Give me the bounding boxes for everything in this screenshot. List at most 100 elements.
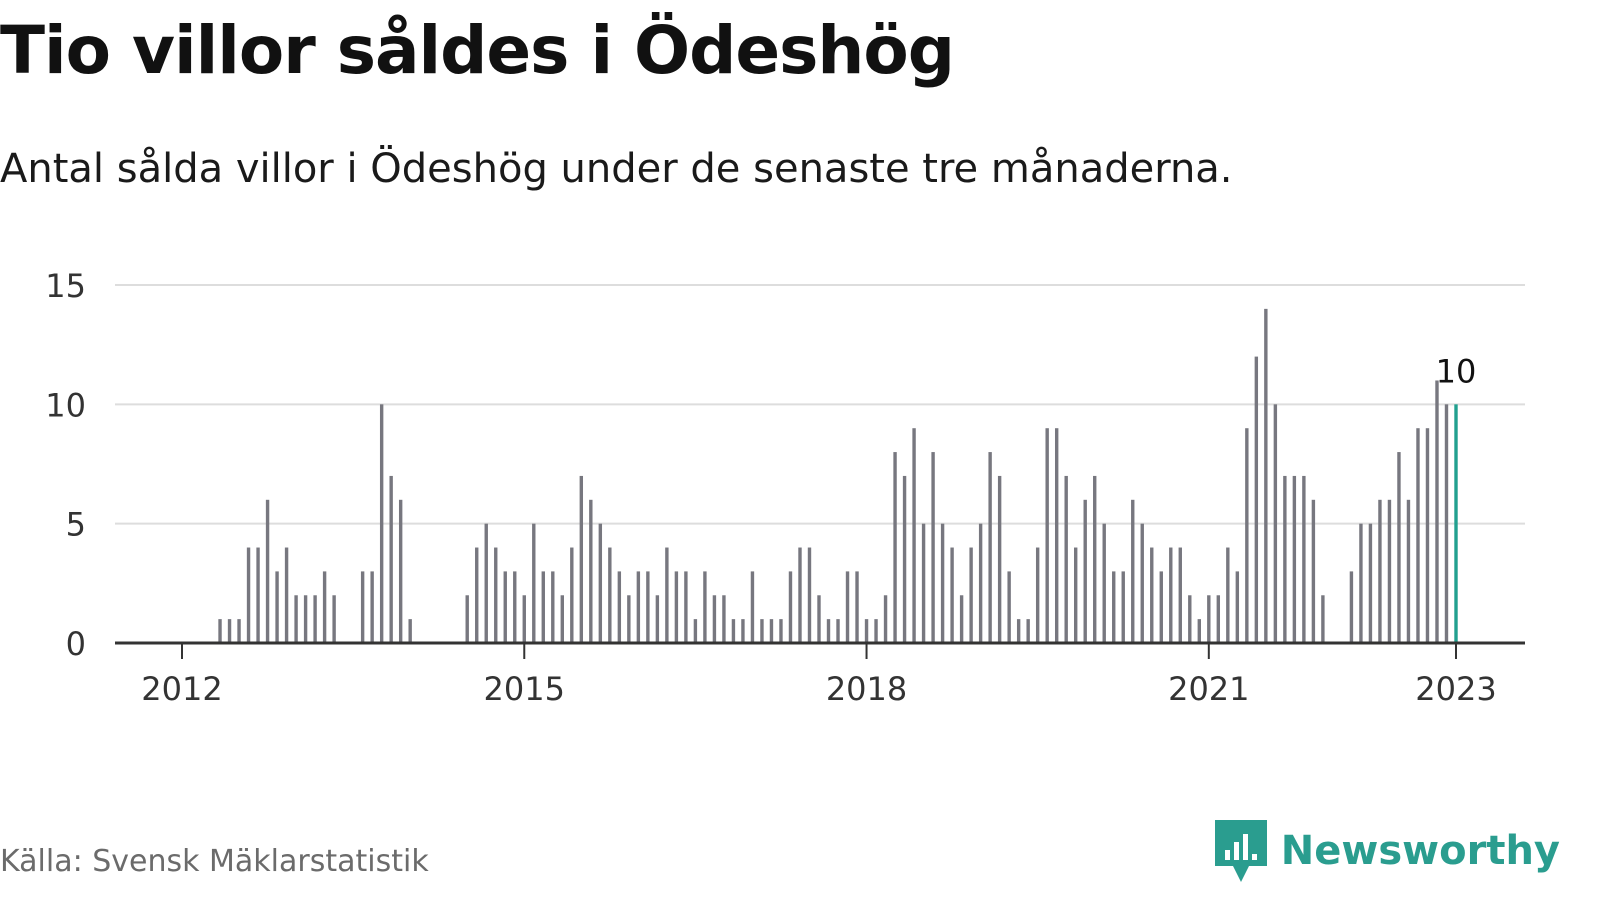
- source-note: Källa: Svensk Mäklarstatistik: [0, 844, 429, 879]
- bar: [475, 547, 479, 643]
- bar: [988, 452, 992, 643]
- bar: [1321, 595, 1325, 643]
- bar: [1216, 595, 1221, 643]
- y-tick-label: 10: [45, 386, 86, 424]
- bar: [760, 619, 764, 643]
- bar: [931, 452, 935, 643]
- bar: [332, 595, 336, 643]
- bar: [1416, 428, 1420, 643]
- bar: [484, 523, 488, 643]
- y-tick-label: 15: [45, 267, 86, 305]
- bar: [864, 619, 869, 643]
- bar: [826, 619, 831, 643]
- bar: [1178, 547, 1182, 643]
- y-tick-label: 5: [66, 506, 86, 544]
- bar: [1054, 428, 1059, 643]
- bar: [503, 571, 507, 643]
- bar: [1207, 595, 1211, 643]
- x-tick-label: 2023: [1415, 670, 1496, 708]
- bar: [978, 523, 983, 643]
- bar: [1406, 499, 1411, 643]
- chart-subtitle: Antal sålda villor i Ödeshög under de se…: [0, 146, 1233, 192]
- bar: [684, 571, 688, 643]
- bar-chart: 0 5 10 15 10 2012 2015 2018 2021 2023: [45, 267, 1525, 708]
- bar: [617, 571, 622, 643]
- bar: [874, 619, 878, 643]
- bar: [655, 595, 660, 643]
- bar: [570, 547, 574, 643]
- bar: [722, 595, 726, 643]
- bar: [1387, 499, 1392, 643]
- bar: [646, 571, 650, 643]
- bar: [1349, 571, 1354, 643]
- bar: [1102, 523, 1106, 643]
- bar: [1273, 404, 1278, 643]
- bar: [1226, 547, 1230, 643]
- bar: [627, 595, 631, 643]
- bar: [1425, 428, 1430, 643]
- bar: [246, 547, 251, 643]
- bar: [1140, 523, 1144, 643]
- bar: [798, 547, 802, 643]
- bar: [1302, 475, 1306, 643]
- bar: [1074, 547, 1078, 643]
- newsworthy-logo-icon: [1214, 820, 1267, 882]
- bar: [1368, 523, 1373, 643]
- bar: [1016, 619, 1021, 643]
- bar: [997, 475, 1002, 643]
- bar: [712, 595, 717, 643]
- bar: [560, 595, 564, 643]
- bar: [921, 523, 926, 643]
- bar: [360, 571, 365, 643]
- bar: [218, 619, 222, 643]
- bar: [1131, 499, 1135, 643]
- bar: [284, 547, 289, 643]
- bar: [1245, 428, 1249, 643]
- bar: [969, 547, 973, 643]
- y-tick-label: 0: [66, 625, 86, 663]
- bar: [532, 523, 536, 643]
- highlighted-bar: [1454, 404, 1458, 643]
- bar: [541, 571, 545, 643]
- bar: [256, 547, 260, 643]
- chart-title: Tio villor såldes i Ödeshög: [0, 12, 955, 89]
- bar: [959, 595, 964, 643]
- bar: [1121, 571, 1125, 643]
- bar: [1197, 619, 1201, 643]
- bar: [1159, 571, 1163, 643]
- bar: [1311, 499, 1316, 643]
- bar: [1150, 547, 1154, 643]
- bar: [1292, 475, 1297, 643]
- bar: [1188, 595, 1192, 643]
- bar: [303, 595, 308, 643]
- bar: [636, 571, 641, 643]
- bar: [237, 619, 241, 643]
- bar: [836, 619, 840, 643]
- bar: [608, 547, 612, 643]
- bar: [807, 547, 812, 643]
- bar: [1045, 428, 1049, 643]
- bar: [1007, 571, 1011, 643]
- bar: [598, 523, 603, 643]
- bar: [1035, 547, 1040, 643]
- bar: [665, 547, 669, 643]
- bar: [855, 571, 859, 643]
- bar: [589, 499, 593, 643]
- bar: [779, 619, 783, 643]
- x-tick-label: 2018: [826, 670, 907, 708]
- bar: [1169, 547, 1173, 643]
- bar: [494, 547, 498, 643]
- bar: [1083, 499, 1087, 643]
- data-label: 10: [1436, 352, 1477, 390]
- bar: [522, 595, 526, 643]
- bar: [912, 428, 916, 643]
- bar: [1064, 475, 1068, 643]
- bar: [1397, 452, 1401, 643]
- bar: [883, 595, 888, 643]
- bar: [1026, 619, 1030, 643]
- x-tick-label: 2012: [141, 670, 222, 708]
- bar: [551, 571, 555, 643]
- brand: Newsworthy: [1214, 820, 1560, 882]
- bar: [693, 619, 698, 643]
- x-tick-label: 2021: [1168, 670, 1249, 708]
